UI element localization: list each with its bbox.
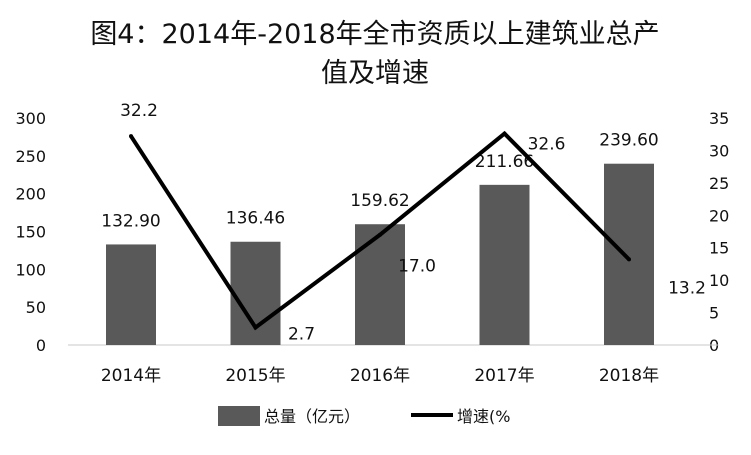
- left-tick-label: 150: [15, 223, 46, 242]
- bar: [106, 244, 156, 345]
- bar-value-label: 159.62: [350, 191, 409, 211]
- left-tick-label: 100: [15, 260, 46, 279]
- category-label: 2016年: [350, 366, 410, 386]
- right-tick-label: 30: [709, 141, 729, 160]
- left-tick-label: 0: [36, 336, 46, 355]
- category-label: 2014年: [101, 366, 161, 386]
- line-value-label: 32.6: [528, 135, 566, 155]
- line-value-label: 32.2: [120, 101, 158, 121]
- left-axis-ticks: 0 50 100 150 200 250 300: [15, 109, 46, 355]
- legend-line-label: 增速(%: [457, 407, 510, 426]
- right-tick-label: 20: [709, 206, 729, 225]
- left-tick-label: 50: [26, 298, 46, 317]
- category-label: 2017年: [474, 366, 534, 386]
- legend: 总量（亿元） 增速(%: [218, 406, 510, 426]
- right-tick-label: 10: [709, 271, 729, 290]
- right-tick-label: 15: [709, 239, 729, 258]
- chart-title-line-1: 图4：2014年-2018年全市资质以上建筑业总产: [90, 19, 659, 50]
- left-tick-label: 300: [15, 109, 46, 128]
- bar-value-label: 239.60: [599, 131, 658, 151]
- bar-value-label: 211.66: [475, 152, 534, 172]
- category-labels: 2014年 2015年 2016年 2017年 2018年: [101, 366, 659, 386]
- right-tick-label: 5: [709, 304, 719, 323]
- bar-series: [106, 163, 654, 345]
- left-tick-label: 200: [15, 185, 46, 204]
- category-label: 2018年: [599, 366, 659, 386]
- bar: [355, 224, 405, 345]
- category-label: 2015年: [225, 366, 285, 386]
- line-data-labels: 32.2 2.7 17.0 32.6 13.2: [120, 101, 706, 344]
- right-tick-label: 35: [709, 109, 729, 128]
- line-point: [129, 134, 133, 139]
- chart-title-line-2: 值及增速: [321, 58, 429, 89]
- right-tick-label: 25: [709, 174, 729, 193]
- line-value-label: 2.7: [288, 324, 315, 344]
- bar-value-label: 132.90: [101, 211, 160, 231]
- bar: [479, 184, 530, 345]
- bar-value-label: 136.46: [226, 209, 285, 229]
- line-point: [253, 325, 258, 330]
- legend-bar-label: 总量（亿元）: [264, 407, 360, 426]
- line-point: [627, 257, 631, 262]
- line-series: [129, 130, 631, 331]
- bar-data-labels: 132.90 136.46 159.62 211.66 239.60: [101, 131, 658, 232]
- line-point: [502, 131, 507, 136]
- line-value-label: 17.0: [398, 257, 436, 277]
- legend-bar-swatch: [218, 406, 260, 426]
- line-value-label: 13.2: [668, 278, 706, 298]
- line-point: [378, 232, 382, 237]
- bar: [604, 163, 654, 345]
- left-tick-label: 250: [15, 147, 46, 166]
